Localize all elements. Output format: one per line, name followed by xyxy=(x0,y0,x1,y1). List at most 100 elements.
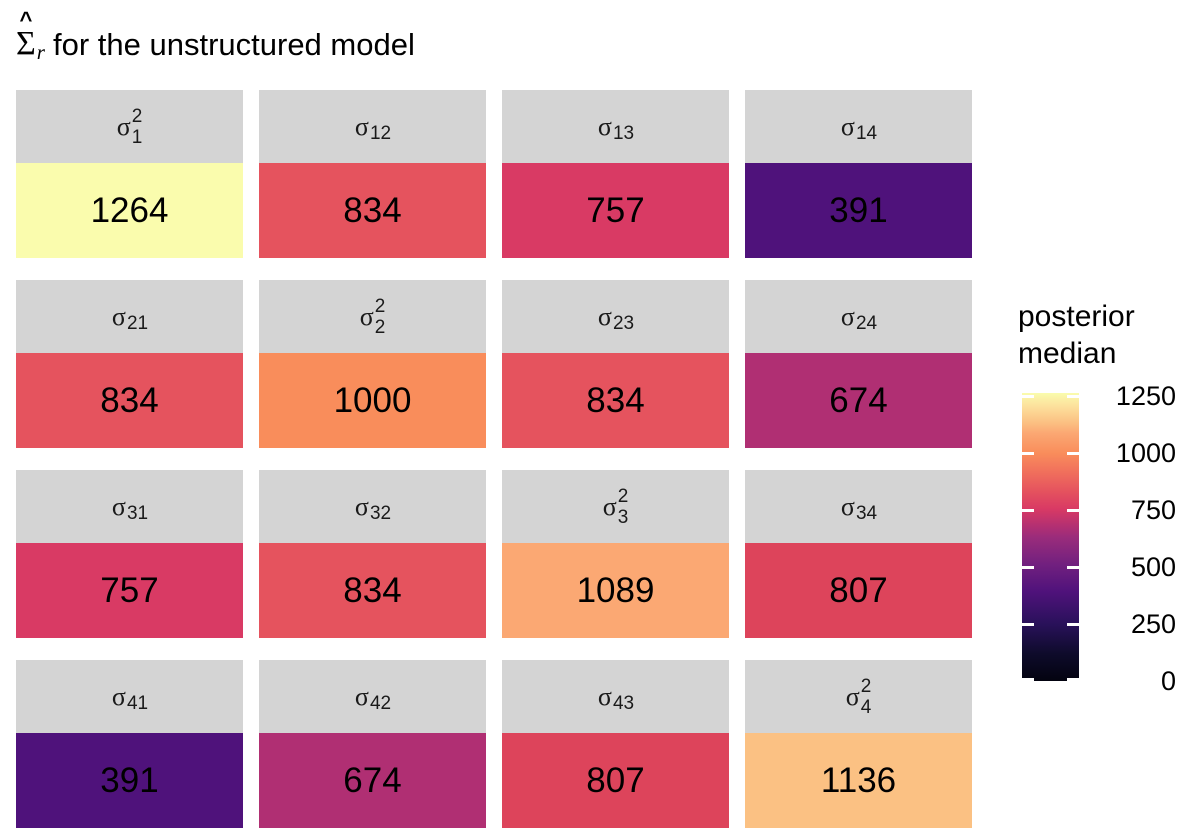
facet-s44: σ 2 4 1136 xyxy=(745,660,972,828)
colorbar-tick-mark xyxy=(1067,451,1079,455)
tile-value: 757 xyxy=(586,190,645,230)
sigma-subscript: 32 xyxy=(369,502,392,524)
colorbar-tick-mark xyxy=(1022,565,1034,569)
heatmap-tile: 674 xyxy=(259,733,486,828)
sigma-subscript: 3 xyxy=(617,506,629,528)
sigma-symbol: σ xyxy=(111,491,126,521)
sigma-subscript: 31 xyxy=(126,502,149,524)
tile-value: 674 xyxy=(829,380,888,420)
colorbar-tick-label: 0 xyxy=(1160,666,1176,696)
heatmap-tile: 391 xyxy=(745,163,972,258)
colorbar-tick-label: 750 xyxy=(1130,495,1176,526)
heatmap-tile: 1089 xyxy=(502,543,729,638)
facet-s42: σ 42 674 xyxy=(259,660,486,828)
heatmap-tile: 1136 xyxy=(745,733,972,828)
heatmap-tile: 1000 xyxy=(259,353,486,448)
heatmap-tile: 834 xyxy=(502,353,729,448)
facet-strip-label: σ 13 xyxy=(502,90,729,163)
tile-value: 807 xyxy=(829,570,888,610)
facet-s43: σ 43 807 xyxy=(502,660,729,828)
legend: posterior median 1250 1000 750 500 250 0 xyxy=(1016,298,1196,728)
facet-strip-label: σ 31 xyxy=(16,470,243,543)
sigma-symbol: σ xyxy=(116,111,131,141)
facet-s14: σ 14 391 xyxy=(745,90,972,258)
sigma-symbol: σ xyxy=(845,681,860,711)
facet-s31: σ 31 757 xyxy=(16,470,243,638)
sigma-subscript: 23 xyxy=(612,312,635,334)
sigma-symbol: σ xyxy=(354,111,369,141)
heatmap-tile: 834 xyxy=(16,353,243,448)
tile-value: 1264 xyxy=(90,190,169,230)
sigma-symbol: σ xyxy=(597,681,612,711)
sigma-subscript: 34 xyxy=(855,502,878,524)
sigma-symbol: σ xyxy=(597,301,612,331)
sigma-subscript: 42 xyxy=(369,692,392,714)
sigma-subscript: 13 xyxy=(612,122,635,144)
sigma-symbol: σ xyxy=(354,681,369,711)
sigma-subscript: 43 xyxy=(612,692,635,714)
colorbar-tick-mark xyxy=(1022,508,1034,512)
sigma-symbol: σ xyxy=(111,681,126,711)
sigma-subscript: 24 xyxy=(855,312,878,334)
colorbar-tick-mark xyxy=(1067,622,1079,626)
heatmap-tile: 757 xyxy=(16,543,243,638)
facet-strip-label: σ 42 xyxy=(259,660,486,733)
facet-s34: σ 34 807 xyxy=(745,470,972,638)
facet-s23: σ 23 834 xyxy=(502,280,729,448)
facet-s41: σ 41 391 xyxy=(16,660,243,828)
sigma-subscript: 12 xyxy=(369,122,392,144)
facet-s24: σ 24 674 xyxy=(745,280,972,448)
colorbar-tick-mark xyxy=(1022,451,1034,455)
colorbar xyxy=(1022,393,1079,681)
title-text: for the unstructured model xyxy=(52,26,415,62)
tile-value: 391 xyxy=(100,760,159,800)
sigma-superscript: 2 xyxy=(131,105,143,127)
facet-s12: σ 12 834 xyxy=(259,90,486,258)
capital-sigma: Σ xyxy=(16,24,36,62)
colorbar-tick-label: 1000 xyxy=(1115,438,1176,469)
heatmap-tile: 834 xyxy=(259,163,486,258)
facet-s13: σ 13 757 xyxy=(502,90,729,258)
facet-s21: σ 21 834 xyxy=(16,280,243,448)
legend-title-line2: median xyxy=(1018,337,1117,370)
tile-value: 1136 xyxy=(820,760,897,800)
facet-strip-label: σ 41 xyxy=(16,660,243,733)
sigma-symbol: σ xyxy=(840,491,855,521)
colorbar-tick-mark xyxy=(1067,394,1079,398)
tile-value: 674 xyxy=(343,760,402,800)
plot-title: ^ Σ r for the unstructured model xyxy=(16,6,415,64)
tile-value: 834 xyxy=(343,190,402,230)
colorbar-labels: 1250 1000 750 500 250 0 xyxy=(1016,381,1196,696)
colorbar-tick-mark xyxy=(1022,622,1034,626)
facet-s33: σ 2 3 1089 xyxy=(502,470,729,638)
hat-accent: ^ xyxy=(19,6,33,32)
tile-value: 834 xyxy=(586,380,645,420)
colorbar-tick-label: 250 xyxy=(1130,609,1176,640)
sigma-symbol: σ xyxy=(602,491,617,521)
sigma-symbol: σ xyxy=(840,111,855,141)
sigma-subscript: 41 xyxy=(126,692,149,714)
colorbar-tick-label: 1250 xyxy=(1115,381,1176,412)
sigma-hat: ^ Σ xyxy=(16,6,36,62)
colorbar-tick-mark xyxy=(1022,394,1034,398)
tile-value: 1089 xyxy=(576,570,655,610)
tile-value: 834 xyxy=(100,380,159,420)
sigma-superscript: 2 xyxy=(374,295,386,317)
sigma-subscript: 4 xyxy=(860,696,872,718)
tile-value: 1000 xyxy=(333,380,412,420)
legend-title-line1: posterior xyxy=(1018,300,1135,333)
heatmap-tile: 807 xyxy=(502,733,729,828)
title-subscript-r: r xyxy=(36,40,45,64)
sigma-subscript: 1 xyxy=(131,126,143,148)
tile-value: 757 xyxy=(100,570,159,610)
facet-s22: σ 2 2 1000 xyxy=(259,280,486,448)
colorbar-tick-mark xyxy=(1067,508,1079,512)
facet-strip-label: σ 14 xyxy=(745,90,972,163)
sigma-symbol: σ xyxy=(597,111,612,141)
